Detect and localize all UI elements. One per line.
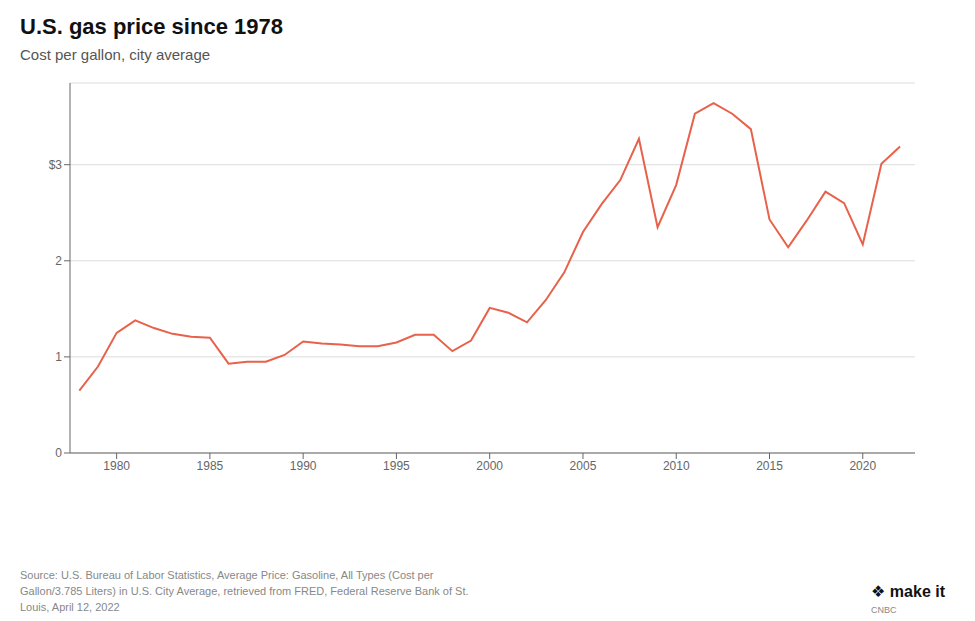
svg-text:2: 2 [55, 254, 62, 268]
html-text:Gallon/3.785 Liters) in U.S. C: Gallon/3.785 Liters) in U.S. City Averag… [20, 585, 469, 597]
svg-text:$3: $3 [49, 158, 63, 172]
svg-text:1995: 1995 [383, 459, 410, 473]
html-text:Source: U.S. Bureau of Labor S: Source: U.S. Bureau of Labor Statistics,… [20, 569, 434, 581]
html-text:CNBC: CNBC [871, 605, 897, 615]
svg-text:1: 1 [55, 350, 62, 364]
svg-text:1985: 1985 [197, 459, 224, 473]
svg-text:2005: 2005 [570, 459, 597, 473]
html-text:Cost per gallon, city average: Cost per gallon, city average [20, 46, 211, 63]
svg-text:1990: 1990 [290, 459, 317, 473]
html-text:U.S. gas price since 1978: U.S. gas price since 1978 [20, 14, 283, 39]
svg-text:2020: 2020 [849, 459, 876, 473]
svg-text:1980: 1980 [103, 459, 130, 473]
svg-text:0: 0 [55, 446, 62, 460]
svg-text:2000: 2000 [476, 459, 503, 473]
html-text:Louis, April 12, 2022: Louis, April 12, 2022 [20, 601, 120, 613]
svg-text:2015: 2015 [756, 459, 783, 473]
html-text:❖ make it: ❖ make it [871, 583, 945, 600]
svg-text:2010: 2010 [663, 459, 690, 473]
